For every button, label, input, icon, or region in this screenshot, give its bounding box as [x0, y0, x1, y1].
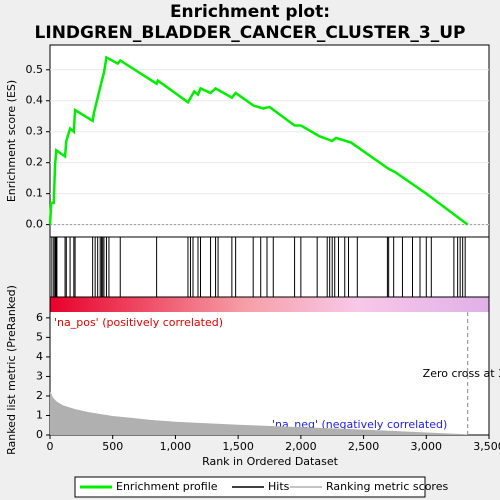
- ranking-metric-area: [50, 391, 468, 435]
- y-tick-label: 4: [36, 350, 43, 363]
- y-tick-label: 0.2: [26, 156, 44, 169]
- x-tick-label: 500: [102, 440, 123, 453]
- zero-cross-label: Zero cross at 3: [423, 367, 500, 380]
- legend-label: Hits: [268, 480, 290, 493]
- chart-subtitle: LINDGREN_BLADDER_CANCER_CLUSTER_3_UP: [35, 23, 466, 43]
- y-tick-label: 1: [36, 408, 43, 421]
- x-tick-label: 2,000: [285, 440, 317, 453]
- y-tick-label: 6: [36, 311, 43, 324]
- y-tick-label: 0.0: [26, 218, 44, 231]
- x-tick-label: 2,500: [348, 440, 380, 453]
- x-tick-label: 0: [47, 440, 54, 453]
- x-tick-label: 3,000: [411, 440, 443, 453]
- y-tick-label: 3: [36, 369, 43, 382]
- y-tick-label: 0.5: [26, 63, 44, 76]
- x-tick-label: 3,500: [473, 440, 500, 453]
- y-axis-label: Enrichment score (ES): [5, 80, 18, 202]
- x-axis-label: Rank in Ordered Dataset: [202, 455, 339, 468]
- y-tick-label: 0: [36, 428, 43, 441]
- rank-color-bar: [50, 297, 489, 312]
- y-tick-label: 0.3: [26, 125, 44, 138]
- y-tick-label: 0.1: [26, 187, 44, 200]
- pos-label: 'na_pos' (positively correlated): [54, 316, 223, 329]
- metric-area-group: [50, 391, 468, 435]
- legend-label: Ranking metric scores: [326, 480, 448, 493]
- y-tick-label: 5: [36, 330, 43, 343]
- enrichment-profile: [48, 55, 469, 226]
- x-tick-label: 1,500: [222, 440, 254, 453]
- y-tick-label: 2: [36, 389, 43, 402]
- y-axis-label: Ranked list metric (PreRanked): [5, 285, 18, 455]
- x-tick-label: 1,000: [160, 440, 192, 453]
- legend-label: Enrichment profile: [116, 480, 218, 493]
- plot-background: [50, 45, 489, 435]
- chart-title: Enrichment plot:: [170, 2, 330, 22]
- y-tick-label: 0.4: [26, 94, 44, 107]
